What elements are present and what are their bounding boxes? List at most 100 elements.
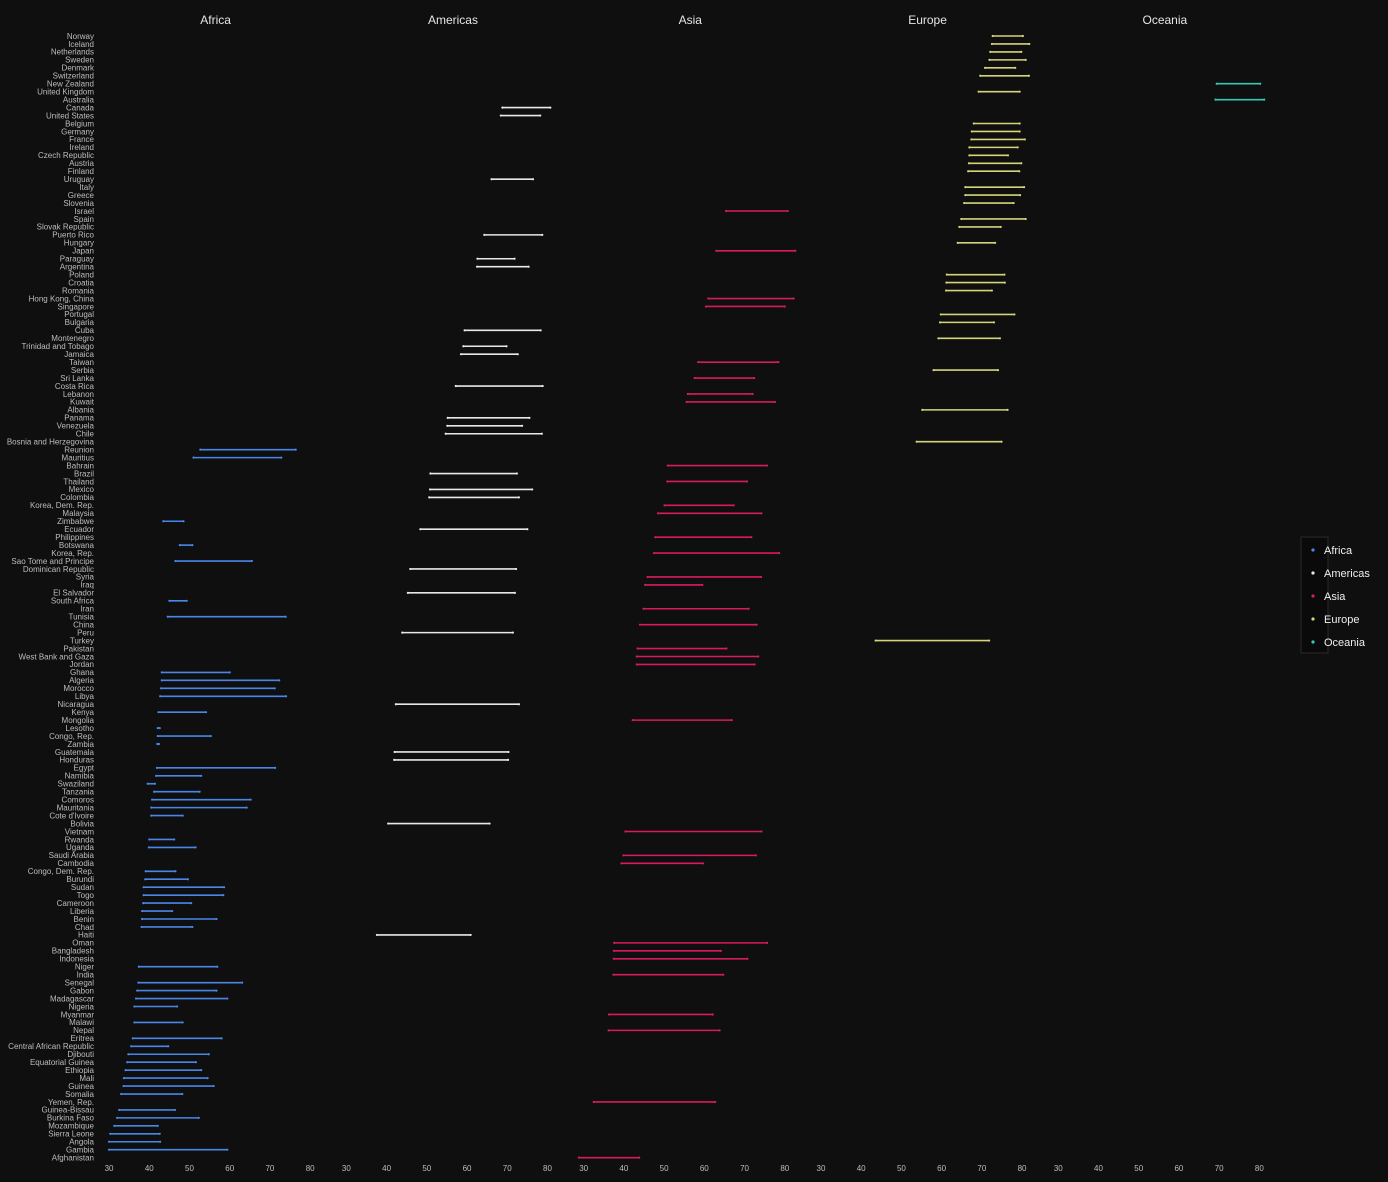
dumbbell-end-point [1027,74,1031,77]
x-tick-label: 30 [579,1164,588,1173]
dumbbell-start-point [144,878,147,881]
dumbbell-end-point [194,1061,198,1064]
dumbbell-row [118,1108,177,1112]
y-label: Japan [72,247,94,256]
dumbbell-row [130,1045,170,1048]
y-label: Albania [67,406,94,415]
dumbbell-end-point [194,846,197,849]
dumbbell-row [146,782,157,785]
dumbbell-row [394,703,521,706]
y-label: Germany [61,127,94,136]
dumbbell-row [446,424,524,427]
dumbbell-row [937,337,1002,340]
dumbbell-row [122,1077,209,1080]
x-tick-label: 50 [660,1164,669,1173]
dumbbell-row [157,711,208,714]
dumbbell-end-point [757,655,760,658]
x-tick-label: 80 [1018,1164,1027,1173]
y-label: Hungary [64,239,94,248]
dumbbell-row [631,719,733,722]
dumbbell-start-point [991,34,994,38]
dumbbell-row [419,528,529,531]
y-label: Slovak Republic [37,223,94,232]
y-label: Poland [69,270,94,279]
y-label: Colombia [60,493,94,502]
dumbbell-row [970,138,1026,141]
y-label: Israel [74,207,94,216]
x-tick-label: 40 [619,1164,628,1173]
dumbbell-end-point [186,878,189,881]
dumbbell-end-point [541,384,544,388]
y-label: Egypt [74,764,95,773]
y-label: Kenya [71,708,94,717]
dumbbell-start-point [663,504,666,507]
dumbbell-end-point [280,456,283,459]
dumbbell-start-point [945,281,948,284]
dumbbell-end-point [517,496,521,499]
dumbbell-row [131,1037,223,1040]
dumbbell-start-point [107,1140,111,1143]
dumbbell-end-point [754,854,757,857]
dumbbell-row [656,512,763,515]
dumbbell-end-point [212,1084,215,1088]
dumbbell-end-point [990,289,994,292]
dumbbell-row [652,551,781,555]
dumbbell-start-point [131,1037,134,1040]
dumbbell-start-point [137,981,140,984]
dumbbell-start-point [972,122,975,125]
y-label: China [73,620,94,629]
dumbbell-start-point [577,1156,580,1159]
dumbbell-end-point [250,559,253,563]
dumbbell-start-point [646,575,649,579]
dumbbell-end-point [159,1140,162,1143]
dumbbell-start-point [178,544,181,547]
dumbbell-start-point [118,1108,121,1112]
dumbbell-start-point [622,854,625,857]
dumbbell-end-point [173,1108,177,1112]
dumbbell-row [155,774,203,777]
dumbbell-end-point [197,1116,200,1119]
y-label: Cameroon [57,899,94,908]
dumbbell-start-point [429,472,432,475]
dumbbell-start-point [607,1013,611,1016]
dumbbell-end-point [701,583,704,586]
dumbbell-start-point [874,639,877,642]
y-label: Cote d'Ivoire [49,811,94,820]
dumbbell-start-point [483,233,486,236]
dumbbell-start-point [160,679,163,682]
dumbbell-start-point [715,249,718,252]
dumbbell-end-point [1003,281,1006,284]
dumbbell-start-point [142,901,145,905]
dumbbell-row [153,790,201,793]
dumbbell-row [148,838,176,841]
dumbbell-row [958,225,1002,229]
y-label: Slovenia [63,199,94,208]
dumbbell-row [967,162,1023,165]
dumbbell-start-point [174,559,177,563]
dumbbell-end-point [760,512,763,515]
dumbbell-start-point [107,1148,111,1151]
y-label: Spain [74,215,94,224]
y-label: Norway [67,32,94,41]
dumbbell-end-point [181,814,184,817]
dumbbell-row [666,480,749,483]
y-label: Congo, Dem. Rep. [28,867,94,876]
dumbbell-start-point [724,209,728,213]
y-label: Ethiopia [65,1066,94,1075]
y-label: Trinidad and Tobago [22,342,95,351]
dumbbell-end-point [241,981,244,984]
dumbbell-row [499,114,542,117]
dumbbell-row [133,1021,184,1024]
dumbbell-start-point [151,798,154,801]
dumbbell-row [428,496,521,499]
y-label: Gambia [66,1146,95,1155]
dumbbell-end-point [146,782,149,785]
dumbbell-start-point [454,384,457,388]
dumbbell-end-point [1259,82,1262,85]
y-label: Reunion [64,445,94,454]
dumbbell-start-point [387,822,390,825]
y-label: Paraguay [60,255,94,264]
dumbbell-row [642,607,750,610]
dumbbell-end-point [278,679,281,682]
dumbbell-start-point [612,957,615,960]
